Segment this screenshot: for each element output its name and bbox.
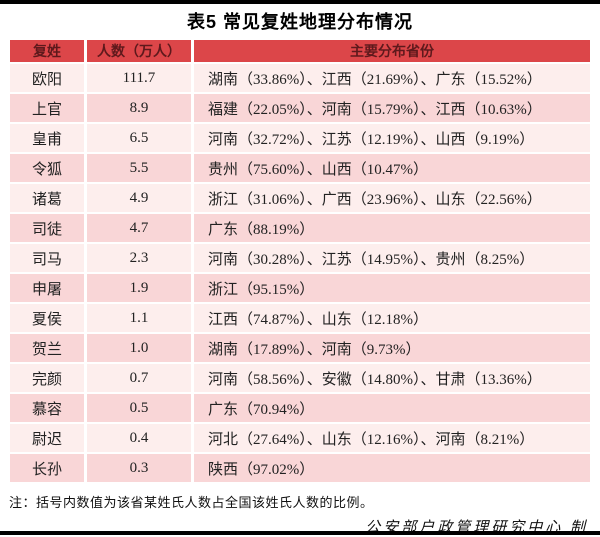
cell-provinces: 河南（30.28%）、江苏（14.95%）、贵州（8.25%） bbox=[194, 244, 590, 272]
table-body: 欧阳 111.7 湖南（33.86%）、江西（21.69%）、广东（15.52%）上… bbox=[10, 64, 590, 482]
table-row: 慕容 0.5 广东（70.94%） bbox=[10, 394, 590, 422]
table-row: 上官 8.9 福建（22.05%）、河南（15.79%）、江西（10.63%） bbox=[10, 94, 590, 122]
cell-population: 0.4 bbox=[87, 424, 191, 452]
cell-surname: 尉迟 bbox=[10, 424, 84, 452]
table-row: 司马 2.3 河南（30.28%）、江苏（14.95%）、贵州（8.25%） bbox=[10, 244, 590, 272]
cell-provinces: 陕西（97.02%） bbox=[194, 454, 590, 482]
cell-surname: 申屠 bbox=[10, 274, 84, 302]
cell-provinces: 贵州（75.60%）、山西（10.47%） bbox=[194, 154, 590, 182]
cell-surname: 司徒 bbox=[10, 214, 84, 242]
cell-provinces: 湖南（17.89%）、河南（9.73%） bbox=[194, 334, 590, 362]
cell-surname: 完颜 bbox=[10, 364, 84, 392]
table-row: 皇甫 6.5 河南（32.72%）、江苏（12.19%）、山西（9.19%） bbox=[10, 124, 590, 152]
table-row: 欧阳 111.7 湖南（33.86%）、江西（21.69%）、广东（15.52%） bbox=[10, 64, 590, 92]
table-row: 令狐 5.5 贵州（75.60%）、山西（10.47%） bbox=[10, 154, 590, 182]
cell-population: 8.9 bbox=[87, 94, 191, 122]
cell-provinces: 河北（27.64%）、山东（12.16%）、河南（8.21%） bbox=[194, 424, 590, 452]
column-header-surname: 复姓 bbox=[10, 40, 84, 62]
surname-distribution-table: 复姓 人数（万人） 主要分布省份 欧阳 111.7 湖南（33.86%）、江西（21… bbox=[7, 38, 593, 484]
cell-provinces: 浙江（31.06%）、广西（23.96%）、山东（22.56%） bbox=[194, 184, 590, 212]
cell-provinces: 河南（32.72%）、江苏（12.19%）、山西（9.19%） bbox=[194, 124, 590, 152]
column-header-population: 人数（万人） bbox=[87, 40, 191, 62]
table-row: 贺兰 1.0 湖南（17.89%）、河南（9.73%） bbox=[10, 334, 590, 362]
cell-surname: 欧阳 bbox=[10, 64, 84, 92]
cell-provinces: 福建（22.05%）、河南（15.79%）、江西（10.63%） bbox=[194, 94, 590, 122]
table-row: 长孙 0.3 陕西（97.02%） bbox=[10, 454, 590, 482]
table-row: 完颜 0.7 河南（58.56%）、安徽（14.80%）、甘肃（13.36%） bbox=[10, 364, 590, 392]
cell-population: 1.9 bbox=[87, 274, 191, 302]
cell-population: 0.3 bbox=[87, 454, 191, 482]
cell-population: 4.9 bbox=[87, 184, 191, 212]
cell-population: 6.5 bbox=[87, 124, 191, 152]
cell-surname: 慕容 bbox=[10, 394, 84, 422]
cell-population: 1.0 bbox=[87, 334, 191, 362]
cell-surname: 皇甫 bbox=[10, 124, 84, 152]
cell-surname: 诸葛 bbox=[10, 184, 84, 212]
cell-population: 0.7 bbox=[87, 364, 191, 392]
bottom-letterbox-bar bbox=[0, 531, 600, 535]
cell-population: 0.5 bbox=[87, 394, 191, 422]
cell-surname: 夏侯 bbox=[10, 304, 84, 332]
cell-population: 5.5 bbox=[87, 154, 191, 182]
cell-provinces: 河南（58.56%）、安徽（14.80%）、甘肃（13.36%） bbox=[194, 364, 590, 392]
table-row: 申屠 1.9 浙江（95.15%） bbox=[10, 274, 590, 302]
cell-surname: 长孙 bbox=[10, 454, 84, 482]
cell-provinces: 广东（70.94%） bbox=[194, 394, 590, 422]
column-header-provinces: 主要分布省份 bbox=[194, 40, 590, 62]
cell-surname: 司马 bbox=[10, 244, 84, 272]
footnote: 注：括号内数值为该省某姓氏人数占全国该姓氏人数的比例。 bbox=[9, 495, 374, 510]
cell-population: 2.3 bbox=[87, 244, 191, 272]
cell-population: 4.7 bbox=[87, 214, 191, 242]
table-row: 尉迟 0.4 河北（27.64%）、山东（12.16%）、河南（8.21%） bbox=[10, 424, 590, 452]
cell-surname: 贺兰 bbox=[10, 334, 84, 362]
table-row: 夏侯 1.1 江西（74.87%）、山东（12.18%） bbox=[10, 304, 590, 332]
table-row: 诸葛 4.9 浙江（31.06%）、广西（23.96%）、山东（22.56%） bbox=[10, 184, 590, 212]
cell-provinces: 浙江（95.15%） bbox=[194, 274, 590, 302]
cell-surname: 令狐 bbox=[10, 154, 84, 182]
table-header-row: 复姓 人数（万人） 主要分布省份 bbox=[10, 40, 590, 62]
cell-provinces: 广东（88.19%） bbox=[194, 214, 590, 242]
cell-population: 1.1 bbox=[87, 304, 191, 332]
cell-provinces: 江西（74.87%）、山东（12.18%） bbox=[194, 304, 590, 332]
table-row: 司徒 4.7 广东（88.19%） bbox=[10, 214, 590, 242]
cell-population: 111.7 bbox=[87, 64, 191, 92]
cell-surname: 上官 bbox=[10, 94, 84, 122]
table-header: 复姓 人数（万人） 主要分布省份 bbox=[10, 40, 590, 62]
top-letterbox-bar bbox=[0, 0, 600, 4]
page-title: 表5 常见复姓地理分布情况 bbox=[186, 12, 413, 32]
cell-provinces: 湖南（33.86%）、江西（21.69%）、广东（15.52%） bbox=[194, 64, 590, 92]
